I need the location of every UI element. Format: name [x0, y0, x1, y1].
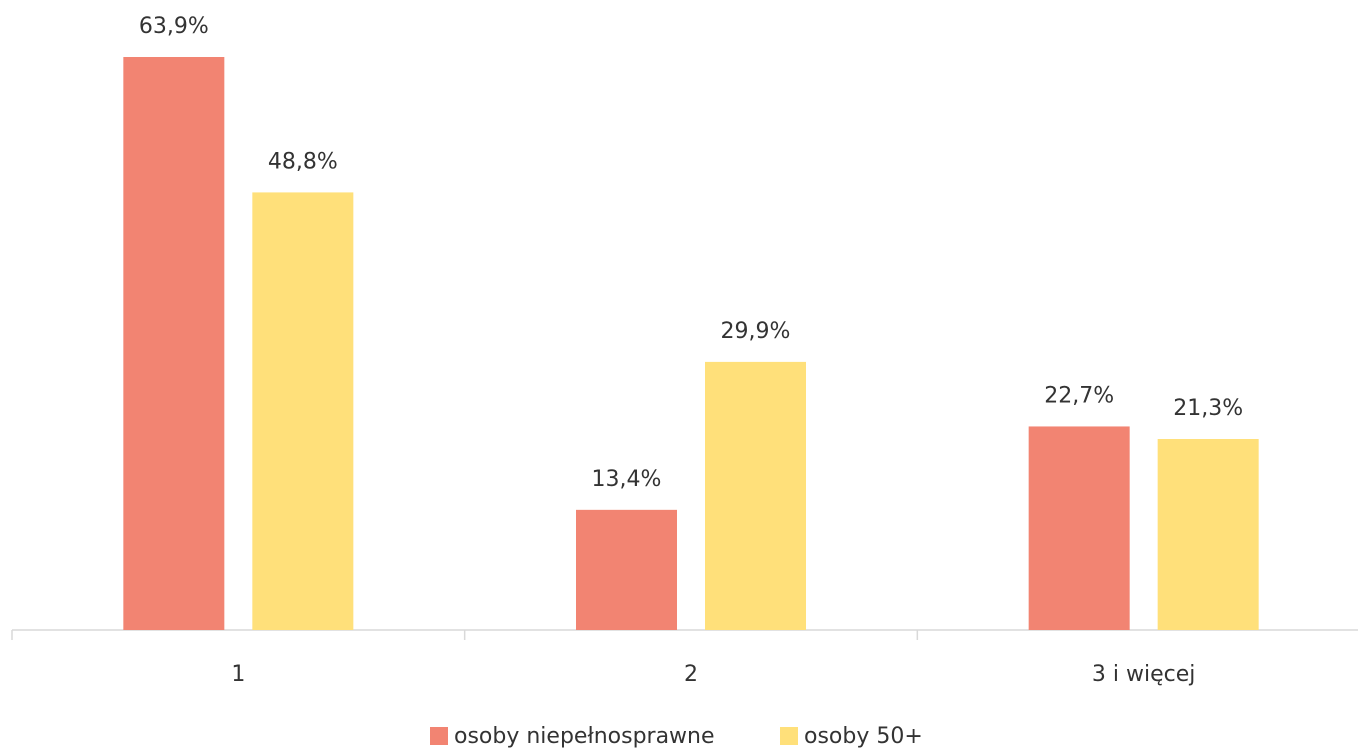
bar [576, 509, 677, 630]
x-tick-label: 1 [231, 662, 245, 687]
data-label: 63,9% [139, 14, 209, 39]
data-label: 21,3% [1173, 396, 1243, 421]
data-label: 13,4% [592, 467, 662, 492]
legend-swatch [780, 727, 798, 745]
legend-label: osoby niepełnosprawne [454, 724, 715, 749]
x-tick-label: 2 [684, 662, 698, 687]
legend-swatch [430, 727, 448, 745]
legend-label: osoby 50+ [804, 724, 923, 749]
bar [1157, 439, 1259, 630]
data-label: 29,9% [721, 319, 791, 344]
bar [252, 192, 354, 630]
data-label: 22,7% [1044, 383, 1114, 408]
bar [1028, 426, 1130, 630]
bar [705, 361, 806, 630]
x-tick-label: 3 i więcej [1092, 662, 1195, 687]
bar [123, 57, 225, 630]
data-label: 48,8% [268, 149, 338, 174]
